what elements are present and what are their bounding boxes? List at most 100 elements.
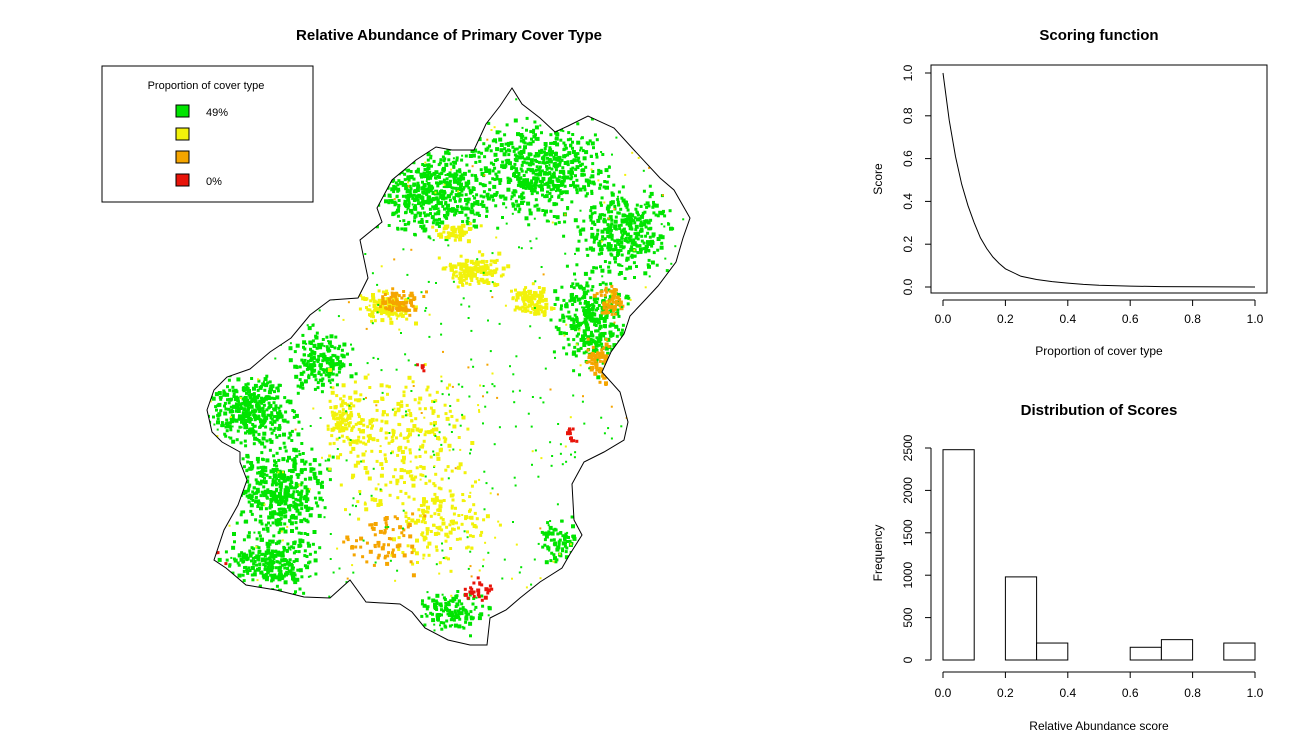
- cover-pixel: [519, 139, 523, 143]
- cover-pixel: [490, 587, 494, 591]
- cover-pixel: [524, 181, 527, 185]
- cover-pixel: [464, 267, 468, 271]
- cover-pixel: [560, 181, 564, 185]
- cover-pixel: [288, 482, 292, 486]
- cover-pixel: [270, 431, 274, 435]
- cover-pixel: [258, 440, 262, 444]
- cover-pixel: [241, 411, 245, 415]
- cover-pixel: [476, 279, 480, 283]
- cover-pixel: [303, 358, 307, 362]
- cover-pixel: [499, 274, 503, 278]
- cover-pixel: [289, 399, 293, 403]
- cover-pixel: [241, 573, 245, 577]
- cover-pixel: [207, 261, 208, 264]
- cover-pixel: [555, 142, 560, 147]
- cover-pixel: [274, 521, 279, 526]
- cover-pixel: [292, 546, 296, 550]
- cover-pixel: [681, 568, 684, 571]
- cover-pixel: [270, 575, 273, 578]
- cover-pixel: [463, 530, 466, 533]
- cover-pixel: [451, 527, 454, 531]
- cover-pixel: [229, 428, 233, 432]
- cover-pixel: [571, 166, 575, 170]
- cover-pixel: [452, 264, 457, 269]
- cover-pixel: [572, 534, 576, 539]
- cover-pixel: [568, 299, 572, 303]
- cover-pixel: [279, 527, 283, 531]
- cover-pixel: [303, 347, 307, 351]
- cover-pixel: [299, 502, 304, 507]
- cover-pixel: [610, 284, 614, 288]
- cover-pixel: [443, 403, 447, 407]
- cover-pixel: [491, 177, 495, 181]
- cover-pixel: [359, 545, 363, 549]
- cover-pixel: [239, 404, 243, 408]
- cover-pixel: [248, 420, 252, 424]
- cover-pixel: [596, 172, 600, 176]
- cover-pixel: [486, 281, 491, 285]
- cover-pixel: [216, 469, 219, 472]
- cover-pixel: [442, 350, 444, 353]
- cover-pixel: [477, 130, 481, 134]
- cover-pixel: [526, 309, 530, 313]
- cover-pixel: [244, 321, 247, 324]
- cover-pixel: [480, 151, 483, 155]
- cover-pixel: [264, 466, 268, 470]
- cover-pixel: [251, 551, 255, 555]
- cover-pixel: [442, 639, 445, 642]
- cover-pixel: [644, 245, 648, 248]
- cover-pixel: [373, 497, 378, 502]
- cover-pixel: [298, 378, 302, 382]
- cover-pixel: [468, 509, 471, 513]
- cover-pixel: [256, 471, 260, 475]
- cover-pixel: [390, 198, 394, 202]
- cover-pixel: [592, 362, 596, 366]
- cover-pixel: [257, 558, 261, 562]
- cover-pixel: [472, 597, 476, 600]
- cover-pixel: [229, 436, 233, 440]
- cover-pixel: [590, 357, 595, 362]
- cover-pixel: [652, 613, 655, 616]
- cover-pixel: [328, 595, 331, 598]
- cover-pixel: [256, 501, 261, 506]
- cover-pixel: [241, 479, 245, 483]
- cover-pixel: [640, 214, 644, 219]
- cover-pixel: [585, 361, 589, 365]
- cover-pixel: [492, 184, 497, 189]
- cover-pixel: [367, 476, 372, 481]
- cover-pixel: [384, 144, 388, 147]
- cover-pixel: [316, 360, 320, 364]
- cover-pixel: [263, 480, 268, 485]
- cover-pixel: [445, 525, 449, 529]
- cover-pixel: [443, 157, 447, 161]
- cover-pixel: [394, 170, 398, 174]
- cover-pixel: [616, 241, 620, 245]
- cover-pixel: [470, 590, 475, 595]
- cover-pixel: [644, 286, 647, 289]
- cover-pixel: [466, 427, 470, 431]
- cover-pixel: [666, 636, 669, 639]
- cover-pixel: [386, 392, 389, 396]
- cover-pixel: [263, 564, 267, 568]
- cover-pixel: [438, 572, 441, 575]
- cover-pixel: [225, 392, 230, 397]
- cover-pixel: [256, 505, 260, 508]
- cover-pixel: [438, 561, 442, 565]
- cover-pixel: [555, 187, 560, 192]
- cover-pixel: [388, 300, 392, 304]
- cover-pixel: [491, 372, 494, 375]
- cover-pixel: [467, 169, 471, 173]
- cover-pixel: [600, 213, 604, 217]
- cover-pixel: [299, 544, 303, 548]
- cover-pixel: [382, 543, 386, 547]
- cover-pixel: [654, 203, 659, 208]
- cover-pixel: [519, 85, 521, 87]
- cover-pixel: [493, 269, 498, 274]
- cover-pixel: [283, 396, 287, 400]
- cover-pixel: [379, 312, 383, 316]
- cover-pixel: [565, 460, 568, 463]
- cover-pixel: [585, 305, 589, 308]
- cover-pixel: [295, 526, 299, 530]
- cover-pixel: [296, 384, 300, 388]
- cover-pixel: [404, 211, 407, 215]
